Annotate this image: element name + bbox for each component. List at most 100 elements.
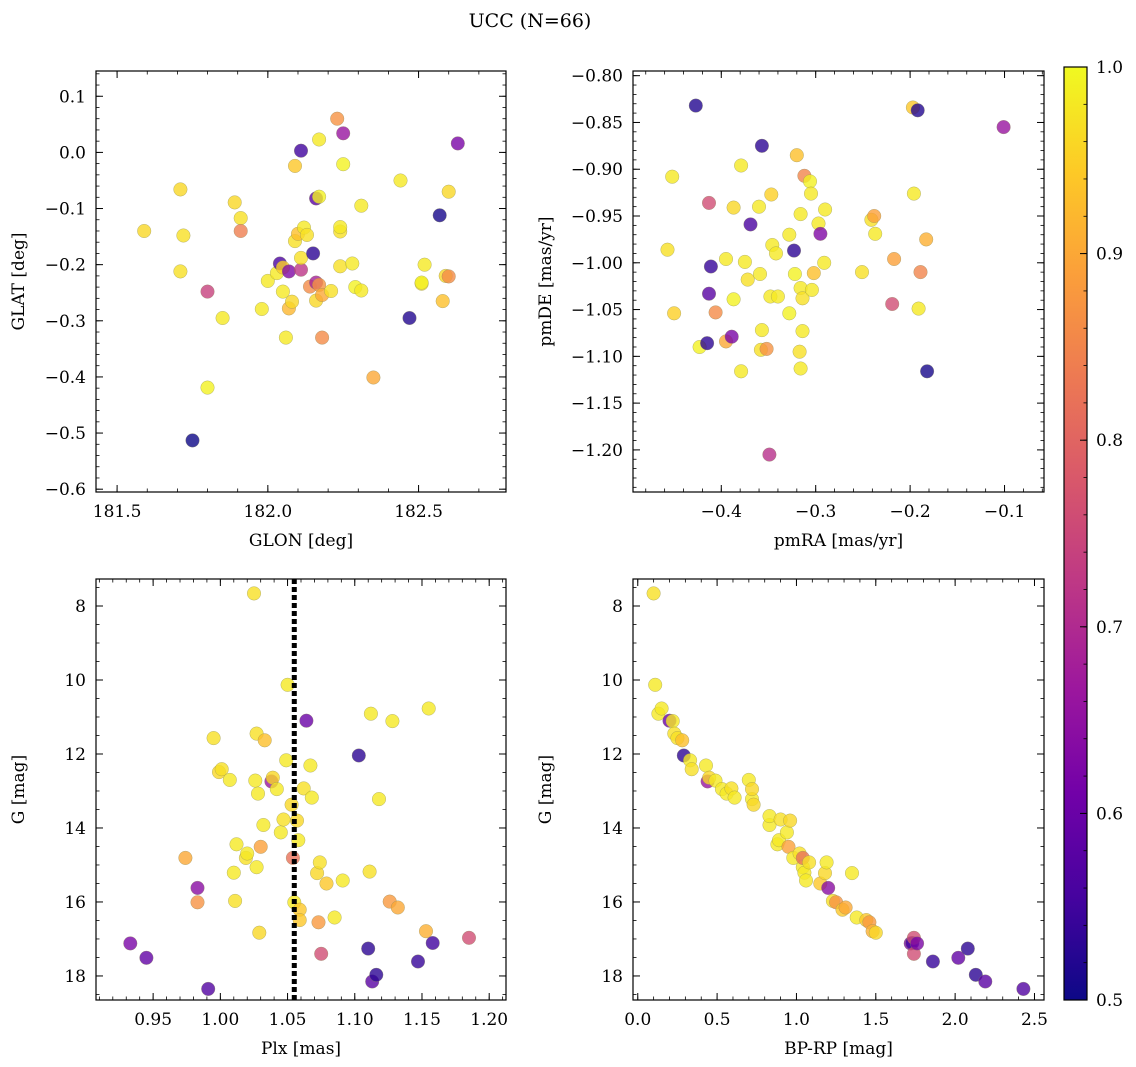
data-point bbox=[269, 782, 284, 797]
data-point bbox=[414, 275, 429, 290]
data-point bbox=[762, 447, 777, 462]
data-point bbox=[795, 291, 810, 306]
data-point bbox=[838, 900, 853, 915]
data-point bbox=[425, 935, 440, 951]
data-point bbox=[867, 208, 882, 224]
data-point bbox=[754, 323, 769, 338]
data-point bbox=[782, 227, 797, 242]
data-point bbox=[333, 220, 348, 235]
data-point bbox=[718, 251, 734, 267]
data-point bbox=[137, 223, 152, 239]
data-point bbox=[960, 941, 975, 956]
data-point bbox=[312, 132, 327, 147]
scatter-points bbox=[123, 586, 477, 996]
data-point bbox=[240, 846, 255, 861]
data-point bbox=[787, 266, 802, 282]
data-point bbox=[354, 283, 369, 298]
data-point bbox=[327, 910, 342, 925]
data-point bbox=[410, 954, 426, 969]
data-point bbox=[254, 301, 269, 317]
data-point bbox=[701, 195, 717, 210]
y-tick-label: 12 bbox=[601, 745, 623, 765]
axes-frame bbox=[95, 70, 507, 493]
data-point bbox=[312, 855, 327, 870]
data-point bbox=[793, 361, 808, 376]
y-axis-label: G [mag] bbox=[536, 755, 556, 824]
x-tick-label: 1.5 bbox=[862, 1010, 889, 1030]
data-point bbox=[806, 266, 821, 281]
data-point bbox=[281, 264, 296, 279]
y-tick-label: −0.1 bbox=[45, 200, 86, 220]
data-point bbox=[660, 242, 675, 257]
data-point bbox=[441, 269, 456, 284]
figure-title: UCC (N=66) bbox=[469, 10, 592, 32]
data-point bbox=[417, 257, 432, 272]
data-point bbox=[227, 195, 242, 210]
data-point bbox=[726, 292, 741, 307]
data-point bbox=[200, 284, 215, 299]
data-point bbox=[421, 701, 436, 716]
y-axis-label: pmDE [mas/yr] bbox=[536, 216, 556, 346]
x-tick-label: 0.5 bbox=[704, 1010, 731, 1030]
data-point bbox=[361, 941, 376, 956]
data-point bbox=[173, 264, 188, 279]
data-point bbox=[324, 283, 339, 299]
data-point bbox=[306, 246, 321, 261]
data-point bbox=[752, 266, 768, 282]
y-tick-label: −0.95 bbox=[571, 207, 623, 227]
colorbar-tick-label: 0.9 bbox=[1096, 245, 1123, 265]
data-point bbox=[789, 148, 804, 163]
data-point bbox=[393, 173, 408, 188]
y-tick-label: −1.10 bbox=[571, 347, 623, 367]
x-tick-label: 2.5 bbox=[1021, 1010, 1048, 1030]
data-point bbox=[214, 762, 229, 777]
panel-3: 0.95 1.00 1.05 1.10 1.15 1.20 8 10 12 14 16 18 Plx [… bbox=[9, 578, 508, 1059]
data-point bbox=[698, 758, 714, 773]
data-point bbox=[363, 706, 378, 721]
y-tick-label: 18 bbox=[64, 967, 86, 987]
axes-frame bbox=[632, 578, 1045, 1001]
data-point bbox=[215, 310, 230, 326]
data-point bbox=[913, 265, 928, 280]
data-point bbox=[802, 855, 817, 870]
y-tick-label: −0.4 bbox=[45, 368, 86, 388]
data-point bbox=[273, 825, 288, 840]
data-point bbox=[293, 143, 309, 158]
y-tick-label: −0.6 bbox=[45, 480, 86, 500]
data-point bbox=[802, 174, 818, 189]
data-point bbox=[919, 232, 934, 247]
x-tick-label: 1.20 bbox=[470, 1010, 508, 1030]
panel-4: 0.0 0.5 1.0 1.5 2.0 2.5 8 10 12 14 16 18 BP-RP [mag]… bbox=[536, 578, 1048, 1059]
y-tick-label: 10 bbox=[64, 671, 86, 691]
data-point bbox=[278, 330, 293, 345]
y-tick-label: −1.15 bbox=[571, 394, 623, 414]
x-tick-label: −0.2 bbox=[889, 502, 930, 522]
y-tick-label: 14 bbox=[601, 819, 623, 839]
data-point bbox=[751, 199, 767, 214]
data-point bbox=[233, 223, 248, 239]
data-point bbox=[432, 208, 447, 223]
x-tick-label: 1.10 bbox=[336, 1010, 374, 1030]
data-point bbox=[779, 825, 794, 840]
x-tick-label: 182.5 bbox=[394, 502, 443, 522]
x-tick-label: 182.0 bbox=[244, 502, 293, 522]
data-point bbox=[734, 158, 749, 173]
data-point bbox=[818, 202, 833, 217]
data-point bbox=[276, 812, 291, 827]
data-point bbox=[844, 866, 860, 881]
data-point bbox=[727, 790, 742, 805]
y-tick-label: −1.20 bbox=[571, 441, 623, 461]
data-point bbox=[906, 186, 921, 201]
data-point bbox=[284, 294, 300, 309]
data-point bbox=[315, 330, 330, 345]
data-point bbox=[813, 226, 828, 241]
data-point bbox=[233, 211, 248, 226]
data-point bbox=[768, 246, 784, 261]
data-point bbox=[441, 184, 456, 199]
data-point bbox=[910, 936, 925, 951]
data-point bbox=[821, 880, 836, 895]
x-tick-label: 1.0 bbox=[783, 1010, 810, 1030]
data-point bbox=[402, 310, 417, 326]
data-point bbox=[275, 284, 290, 299]
